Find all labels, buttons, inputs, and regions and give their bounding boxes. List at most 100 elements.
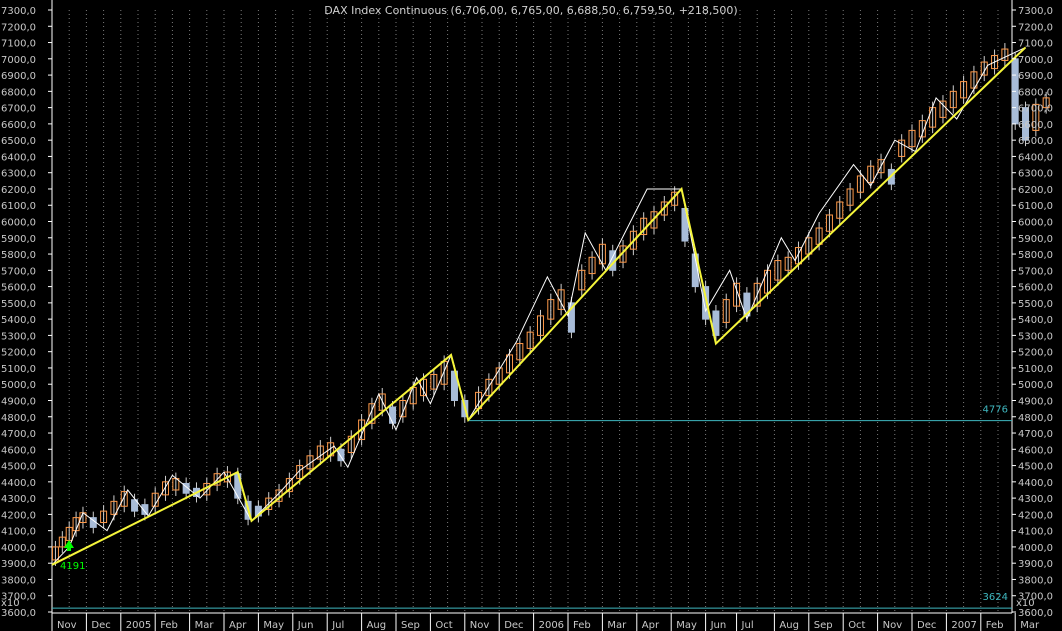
scale-label-left: x10 (1, 598, 20, 609)
candle-up (536, 315, 544, 336)
x-tick-label: Nov (57, 620, 77, 631)
y-tick-label-left: 4100,0 (1, 527, 36, 538)
candle-up (836, 201, 844, 219)
y-tick-label-right: 4500,0 (1018, 462, 1053, 473)
candle-up (960, 81, 968, 99)
candle-up (660, 201, 668, 216)
x-tick-label: Jul (331, 620, 344, 631)
candle-up (877, 159, 885, 174)
candle-up (856, 175, 864, 193)
y-tick-label-right: 4900,0 (1018, 396, 1053, 407)
y-tick-label-right: 4400,0 (1018, 478, 1053, 489)
y-tick-label-right: 5500,0 (1018, 299, 1053, 310)
y-tick-label-left: 6000,0 (1, 218, 36, 229)
candle-up (110, 500, 118, 515)
y-tick-label-right: 4100,0 (1018, 527, 1053, 538)
y-tick-label-left: 4700,0 (1, 429, 36, 440)
y-tick-label-right: 7200,0 (1018, 22, 1053, 33)
y-tick-label-right: 5100,0 (1018, 364, 1053, 375)
y-tick-label-right: 4700,0 (1018, 429, 1053, 440)
y-tick-label-left: 4400,0 (1, 478, 36, 489)
y-tick-label-right: 6600,0 (1018, 120, 1053, 131)
candle-up (51, 546, 59, 561)
x-tick-label: Sep (814, 620, 833, 631)
y-tick-label-left: 4600,0 (1, 445, 36, 456)
x-tick-label: Jun (297, 620, 314, 631)
x-tick-label: Mar (607, 620, 627, 631)
y-tick-label-left: 4900,0 (1, 396, 36, 407)
y-tick-label-left: 6700,0 (1, 104, 36, 115)
y-tick-label-left: 5500,0 (1, 299, 36, 310)
x-tick-label: Sep (401, 620, 420, 631)
candle-up (358, 419, 366, 441)
y-tick-label-right: 6400,0 (1018, 152, 1053, 163)
y-tick-label-left: 7000,0 (1, 55, 36, 66)
x-tick-label: 2006 (539, 620, 564, 631)
y-tick-label-left: 4500,0 (1, 462, 36, 473)
candle-up (898, 139, 906, 157)
y-tick-label-left: 4200,0 (1, 510, 36, 521)
candle-up (526, 331, 534, 349)
x-tick-label: Jun (710, 620, 727, 631)
candle-up (516, 343, 524, 361)
y-tick-label-left: 3900,0 (1, 559, 36, 570)
y-axis-right: 3600,0 3700,0 3800,0 3900,0 4000,0 4100,0 4200… (1012, 6, 1053, 619)
candle-up (733, 282, 741, 307)
x-tick-label: Aug (367, 620, 387, 631)
x-tick-label: Apr (642, 620, 660, 631)
x-tick-label: Mar (195, 620, 215, 631)
y-tick-label-right: 6500,0 (1018, 136, 1053, 147)
y-tick-label-left: 5600,0 (1, 283, 36, 294)
x-tick-label: Nov (470, 620, 490, 631)
candle-down (1022, 107, 1030, 141)
candle-up (120, 491, 128, 507)
y-tick-label-right: 7300,0 (1018, 6, 1053, 17)
y-tick-label-left: 5800,0 (1, 250, 36, 261)
candle-up (506, 354, 514, 374)
y-tick-label-left: 7300,0 (1, 6, 36, 17)
x-tick-label: Mar (1020, 620, 1040, 631)
x-tick-label: Dec (917, 620, 936, 631)
candle-up (650, 211, 658, 229)
candle-down (389, 406, 397, 424)
candle-up (774, 260, 782, 281)
up-arrow-stem-icon (67, 547, 71, 551)
y-tick-label-right: 4200,0 (1018, 510, 1053, 521)
x-axis: Nov Dec 2005 Feb Mar Apr May Jun Jul Aug Sep Oct Nov… (51, 613, 1040, 631)
candle-up (100, 510, 108, 524)
y-tick-label-right: 5300,0 (1018, 331, 1053, 342)
y-tick-label-left: 6200,0 (1, 185, 36, 196)
y-tick-label-left: 4000,0 (1, 543, 36, 554)
candle-up (949, 90, 957, 109)
y-tick-label-left: 7200,0 (1, 22, 36, 33)
y-tick-label-left: 6100,0 (1, 201, 36, 212)
y-tick-label-right: 5000,0 (1018, 380, 1053, 391)
candle-down (743, 292, 751, 317)
y-tick-label-left: 4300,0 (1, 494, 36, 505)
candle-up (588, 256, 596, 275)
candle-up (347, 435, 355, 454)
candle-up (970, 71, 978, 89)
candle-up (420, 378, 428, 397)
y-tick-label-left: 6600,0 (1, 120, 36, 131)
y-tick-label-left: 5900,0 (1, 234, 36, 245)
candle-down (702, 286, 710, 320)
x-tick-label: Feb (986, 620, 1004, 631)
candle-up (825, 214, 833, 232)
candle-up (1032, 103, 1040, 131)
y-tick-label-left: 6900,0 (1, 71, 36, 82)
x-tick-label: Aug (779, 620, 799, 631)
y-axis-left: 3600,0 3700,0 3800,0 3900,0 4000,0 4100,0 4200… (1, 6, 52, 619)
zigzag-lines (51, 46, 1027, 566)
x-tick-label: Oct (435, 620, 452, 631)
y-tick-label-right: 7000,0 (1018, 55, 1053, 66)
candle-up (980, 61, 988, 76)
y-tick-label-right: 4800,0 (1018, 413, 1053, 424)
y-tick-label-right: 4300,0 (1018, 494, 1053, 505)
y-tick-label-right: 5800,0 (1018, 250, 1053, 261)
grid-lines (51, 0, 1013, 614)
candle-up (306, 455, 314, 470)
y-tick-label-left: 6300,0 (1, 169, 36, 180)
chart-title: DAX Index Continuous (6,706,00, 6,765,00… (324, 4, 737, 17)
